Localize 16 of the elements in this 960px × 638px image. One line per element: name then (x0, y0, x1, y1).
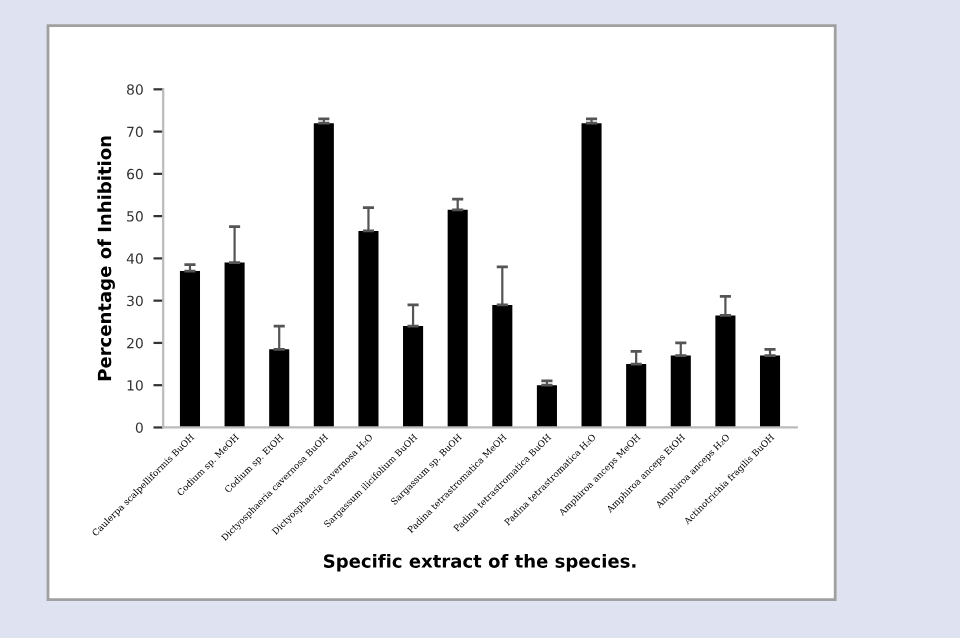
bar (670, 355, 691, 428)
bar (715, 315, 736, 428)
bar (313, 123, 334, 428)
bar (626, 364, 647, 428)
bar (447, 209, 468, 428)
bar (536, 385, 557, 428)
bar (358, 230, 379, 428)
bar (179, 271, 201, 428)
bar (581, 123, 602, 428)
bar (224, 262, 245, 428)
bar (269, 349, 290, 428)
bar (403, 326, 424, 428)
y-axis-title: Percentage of Inhibition (97, 136, 115, 381)
bar (759, 355, 781, 428)
bar (492, 304, 513, 428)
x-axis-title: Specific extract of the species. (324, 553, 636, 572)
